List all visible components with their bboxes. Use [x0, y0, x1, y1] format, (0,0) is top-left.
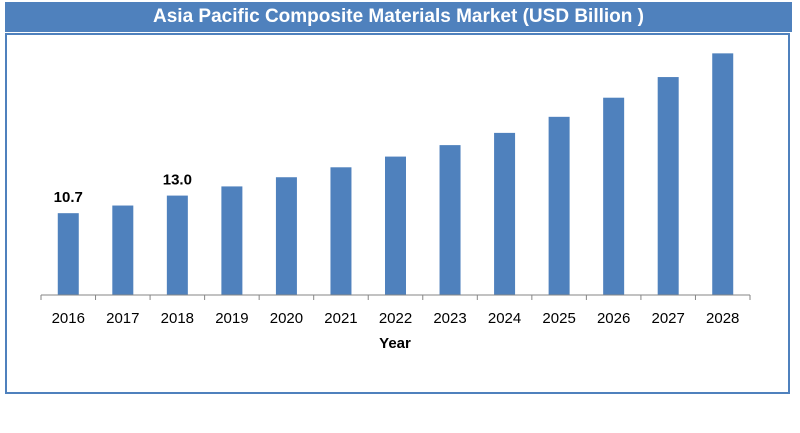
bar-2028 — [712, 53, 734, 296]
data-label-2018: 13.0 — [163, 172, 192, 189]
bar-2023 — [439, 145, 461, 295]
x-tick-label-2027: 2027 — [652, 310, 685, 327]
data-labels-group: 10.7 13.0 — [54, 172, 192, 207]
x-tick-label-2024: 2024 — [488, 310, 521, 327]
x-tick-label-2020: 2020 — [270, 310, 303, 327]
bar-2018 — [166, 195, 188, 295]
data-label-2016: 10.7 — [54, 189, 83, 206]
x-tick-label-2019: 2019 — [215, 310, 248, 327]
bar-2026 — [603, 97, 625, 296]
bar-2025 — [548, 116, 570, 295]
x-tick-label-2028: 2028 — [706, 310, 739, 327]
x-axis-ticks — [40, 295, 751, 300]
x-axis-tick-labels: 2016 2017 2018 2019 2020 2021 2022 2023 2024 2025… — [52, 310, 740, 327]
bar-2017 — [112, 205, 134, 295]
x-tick-label-2016: 2016 — [52, 310, 85, 327]
bars-group — [57, 53, 734, 296]
x-tick-label-2026: 2026 — [597, 310, 630, 327]
bar-2022 — [385, 156, 406, 295]
bar-2027 — [657, 77, 679, 295]
bar-2019 — [221, 186, 243, 295]
bar-2021 — [330, 167, 352, 295]
x-tick-label-2021: 2021 — [324, 310, 357, 327]
x-tick-label-2022: 2022 — [379, 310, 412, 327]
x-tick-label-2018: 2018 — [161, 310, 194, 327]
x-tick-label-2023: 2023 — [433, 310, 466, 327]
bar-2024 — [494, 132, 516, 295]
x-tick-label-2025: 2025 — [542, 310, 575, 327]
x-axis-title: Year — [379, 335, 411, 352]
x-tick-label-2017: 2017 — [106, 310, 139, 327]
chart-title-bar: Asia Pacific Composite Materials Market … — [5, 2, 792, 32]
bar-2016 — [57, 213, 79, 295]
bar-2020 — [275, 177, 297, 295]
chart-title: Asia Pacific Composite Materials Market … — [153, 6, 644, 27]
